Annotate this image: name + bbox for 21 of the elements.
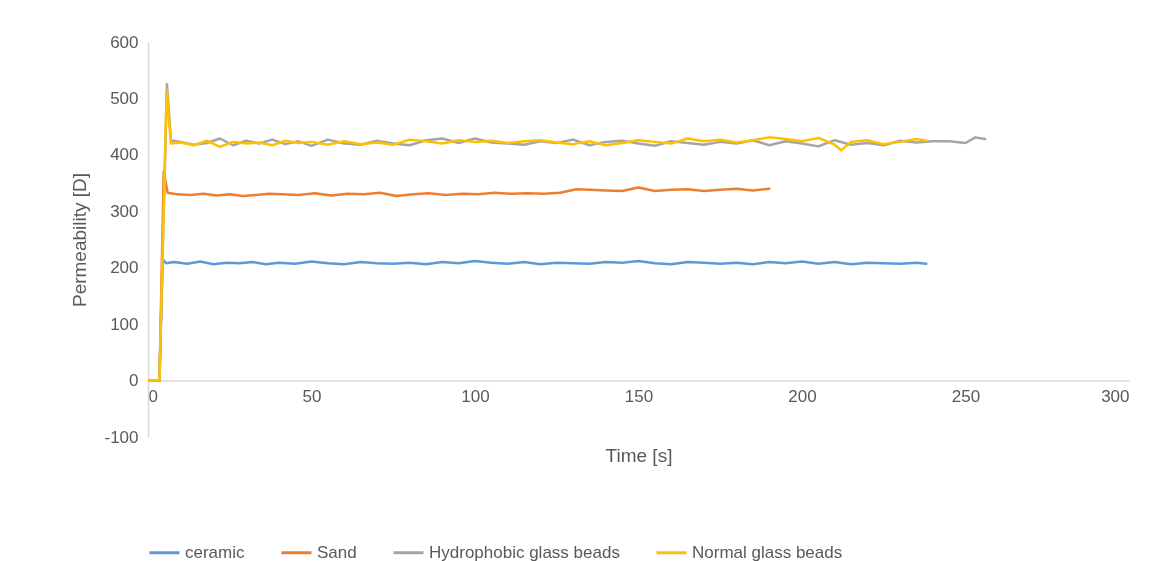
y-tick-label: 0	[129, 371, 139, 391]
y-tick-label: 300	[110, 201, 139, 221]
x-axis-title: Time [s]	[605, 445, 673, 467]
y-tick-label: 400	[110, 145, 139, 165]
y-axis-title: Permeability [D]	[69, 172, 91, 308]
x-tick-label: 250	[951, 387, 981, 407]
legend-label: ceramic	[185, 542, 246, 561]
legend-label: Hydrophobic glass beads	[429, 542, 620, 561]
x-tick-label: 50	[302, 387, 322, 407]
legend-label: Normal glass beads	[692, 542, 843, 561]
y-tick-label: -100	[104, 427, 139, 447]
y-tick-label: 600	[110, 32, 139, 52]
x-tick-label: 150	[624, 387, 654, 407]
legend-label: Sand	[317, 542, 357, 561]
x-tick-label: 200	[788, 387, 817, 407]
x-tick-label: 0	[148, 387, 158, 407]
x-tick-label: 300	[1101, 387, 1130, 407]
y-tick-label: 200	[110, 258, 139, 278]
y-tick-label: 500	[110, 88, 139, 108]
y-tick-label: 100	[110, 314, 139, 334]
x-tick-label: 100	[461, 387, 490, 407]
